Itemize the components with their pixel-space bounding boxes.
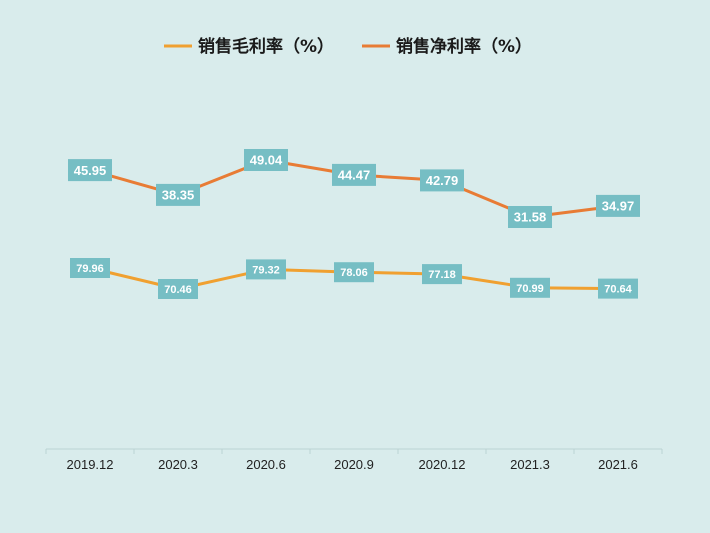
data-label-text: 42.79: [426, 173, 459, 188]
data-label-box: [334, 262, 374, 283]
data-label-text: 49.04: [250, 153, 283, 168]
x-axis-ticks: 2019.12 2020.3 2020.6 2020.9 2020.12 2021.3 20…: [45, 449, 663, 472]
data-label-text: 70.64: [604, 284, 632, 296]
data-label-box: [420, 169, 464, 192]
data-label-box: [244, 149, 288, 171]
x-tick-label: 2021.6: [598, 457, 638, 472]
data-label-text: 77.18: [428, 269, 456, 281]
data-label: 77.18: [422, 264, 462, 285]
data-label: 70.99: [510, 277, 550, 298]
data-label-box: [158, 279, 198, 299]
legend: 销售毛利率（%） 销售净利率（%）: [164, 36, 532, 57]
x-tick-label: 2021.3: [510, 457, 550, 472]
data-label: 70.46: [158, 279, 198, 299]
x-tick-label: 2020.12: [419, 457, 466, 472]
data-label: 31.58: [508, 206, 552, 228]
legend-label-2: 销售净利率（%）: [396, 36, 532, 57]
data-label: 42.79: [420, 169, 464, 192]
data-label-box: [598, 278, 638, 299]
data-label-text: 79.96: [76, 263, 104, 275]
data-label-text: 79.32: [252, 264, 280, 276]
x-tick-label: 2020.3: [158, 457, 198, 472]
x-tick-label: 2020.6: [246, 457, 286, 472]
data-label: 70.64: [598, 278, 638, 299]
data-label-text: 44.47: [338, 168, 371, 183]
data-label-text: 70.46: [164, 284, 192, 296]
data-label: 78.06: [334, 262, 374, 283]
data-labels: 79.96 70.46 79.32 78.06 77.18 70.99 70.64 45.95…: [68, 149, 640, 299]
data-label-text: 70.99: [516, 283, 544, 295]
data-label: 34.97: [596, 194, 640, 217]
data-label-text: 34.97: [602, 199, 635, 214]
data-label-text: 38.35: [162, 188, 195, 203]
data-label-box: [246, 259, 286, 280]
data-label: 79.96: [70, 258, 110, 278]
data-label-text: 31.58: [514, 210, 547, 225]
data-label: 79.32: [246, 259, 286, 280]
data-label-box: [510, 277, 550, 298]
x-tick-label: 2019.12: [67, 457, 114, 472]
data-label-text: 78.06: [340, 267, 368, 279]
data-label-box: [422, 264, 462, 285]
data-label-box: [332, 163, 376, 186]
data-label-box: [70, 258, 110, 278]
legend-label-1: 销售毛利率（%）: [198, 36, 334, 57]
data-label-box: [68, 159, 112, 182]
data-label: 45.95: [68, 159, 112, 182]
data-label-box: [156, 183, 200, 206]
x-tick-label: 2020.9: [334, 457, 374, 472]
data-label: 38.35: [156, 183, 200, 206]
data-label-box: [508, 206, 552, 228]
data-label: 44.47: [332, 163, 376, 186]
data-label-box: [596, 194, 640, 217]
data-label: 49.04: [244, 149, 288, 171]
data-label-text: 45.95: [74, 163, 107, 178]
